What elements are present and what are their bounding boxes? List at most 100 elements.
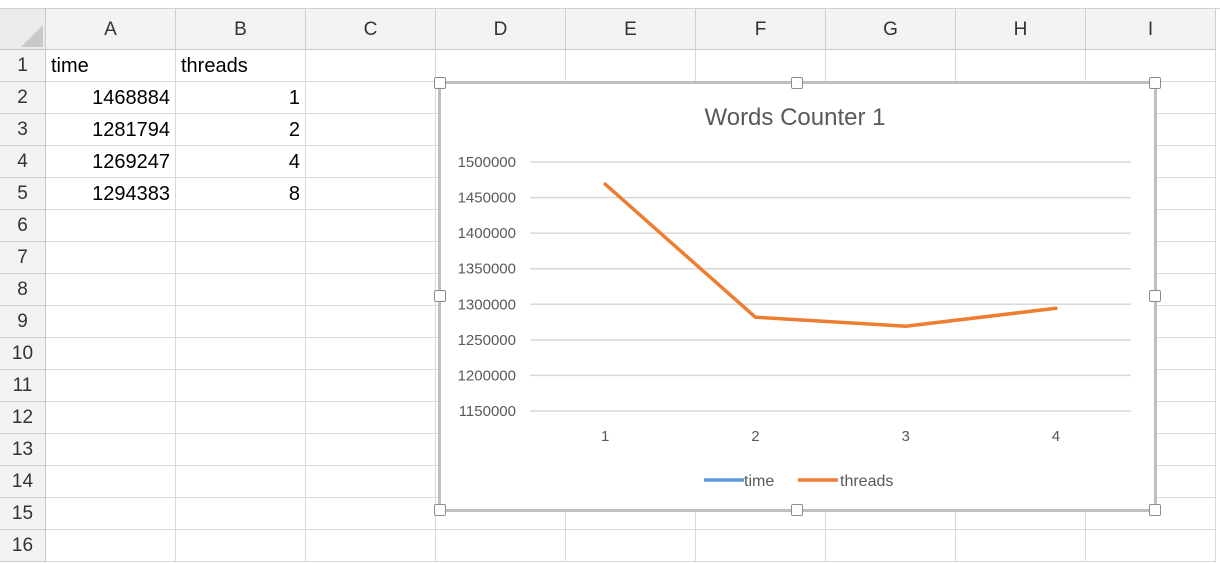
cell-h16[interactable] bbox=[956, 530, 1086, 562]
cell-f16[interactable] bbox=[696, 530, 826, 562]
cell-a8[interactable] bbox=[46, 274, 176, 306]
cell-b14[interactable] bbox=[176, 466, 306, 498]
resize-handle-se[interactable] bbox=[1149, 504, 1161, 516]
row-header-8[interactable]: 8 bbox=[0, 274, 46, 306]
x-tick-label: 2 bbox=[751, 428, 759, 445]
legend-label-time: time bbox=[744, 473, 774, 490]
resize-handle-s[interactable] bbox=[791, 504, 803, 516]
row-header-4[interactable]: 4 bbox=[0, 146, 46, 178]
cell-b2[interactable]: 1 bbox=[176, 82, 306, 114]
cell-a16[interactable] bbox=[46, 530, 176, 562]
cell-a10[interactable] bbox=[46, 338, 176, 370]
row-header-7[interactable]: 7 bbox=[0, 242, 46, 274]
row-header-3[interactable]: 3 bbox=[0, 114, 46, 146]
cell-a9[interactable] bbox=[46, 306, 176, 338]
cell-a2[interactable]: 1468884 bbox=[46, 82, 176, 114]
cell-a1[interactable]: time bbox=[46, 50, 176, 82]
row-header-14[interactable]: 14 bbox=[0, 466, 46, 498]
cell-b13[interactable] bbox=[176, 434, 306, 466]
chart-area[interactable] bbox=[438, 81, 1157, 512]
cell-c4[interactable] bbox=[306, 146, 436, 178]
column-header-e[interactable]: E bbox=[566, 9, 696, 50]
cell-c16[interactable] bbox=[306, 530, 436, 562]
cell-a14[interactable] bbox=[46, 466, 176, 498]
row-header-6[interactable]: 6 bbox=[0, 210, 46, 242]
cell-b10[interactable] bbox=[176, 338, 306, 370]
cell-c13[interactable] bbox=[306, 434, 436, 466]
cell-b16[interactable] bbox=[176, 530, 306, 562]
cell-a7[interactable] bbox=[46, 242, 176, 274]
cell-a11[interactable] bbox=[46, 370, 176, 402]
cell-e15[interactable] bbox=[566, 498, 696, 530]
cell-i16[interactable] bbox=[1086, 530, 1216, 562]
cell-b5[interactable]: 8 bbox=[176, 178, 306, 210]
cell-g16[interactable] bbox=[826, 530, 956, 562]
row-header-1[interactable]: 1 bbox=[0, 50, 46, 82]
cell-b11[interactable] bbox=[176, 370, 306, 402]
resize-handle-w[interactable] bbox=[434, 290, 446, 302]
cell-i15[interactable] bbox=[1086, 498, 1216, 530]
cell-c8[interactable] bbox=[306, 274, 436, 306]
cell-a4[interactable]: 1269247 bbox=[46, 146, 176, 178]
cell-c10[interactable] bbox=[306, 338, 436, 370]
cell-a3[interactable]: 1281794 bbox=[46, 114, 176, 146]
cell-d16[interactable] bbox=[436, 530, 566, 562]
cell-c6[interactable] bbox=[306, 210, 436, 242]
cell-b6[interactable] bbox=[176, 210, 306, 242]
cell-c7[interactable] bbox=[306, 242, 436, 274]
row-header-2[interactable]: 2 bbox=[0, 82, 46, 114]
cell-b9[interactable] bbox=[176, 306, 306, 338]
resize-handle-ne[interactable] bbox=[1149, 77, 1161, 89]
resize-handle-n[interactable] bbox=[791, 77, 803, 89]
cell-b15[interactable] bbox=[176, 498, 306, 530]
row-header-11[interactable]: 11 bbox=[0, 370, 46, 402]
row-header-12[interactable]: 12 bbox=[0, 402, 46, 434]
cell-b4[interactable]: 4 bbox=[176, 146, 306, 178]
x-tick-label: 1 bbox=[601, 428, 609, 445]
column-header-g[interactable]: G bbox=[826, 9, 956, 50]
line-chart[interactable]: Words Counter 1 1500000 1450000 1400000 1350… bbox=[434, 77, 1161, 516]
cell-a12[interactable] bbox=[46, 402, 176, 434]
row-header-16[interactable]: 16 bbox=[0, 530, 46, 562]
cell-d15[interactable] bbox=[436, 498, 566, 530]
cell-e16[interactable] bbox=[566, 530, 696, 562]
row-header-10[interactable]: 10 bbox=[0, 338, 46, 370]
cell-a6[interactable] bbox=[46, 210, 176, 242]
cell-b7[interactable] bbox=[176, 242, 306, 274]
cell-b3[interactable]: 2 bbox=[176, 114, 306, 146]
column-header-c[interactable]: C bbox=[306, 9, 436, 50]
resize-handle-sw[interactable] bbox=[434, 504, 446, 516]
cell-b8[interactable] bbox=[176, 274, 306, 306]
row-header-15[interactable]: 15 bbox=[0, 498, 46, 530]
cell-c11[interactable] bbox=[306, 370, 436, 402]
row-header-9[interactable]: 9 bbox=[0, 306, 46, 338]
row-header-13[interactable]: 13 bbox=[0, 434, 46, 466]
cell-a15[interactable] bbox=[46, 498, 176, 530]
cell-c5[interactable] bbox=[306, 178, 436, 210]
column-header-f[interactable]: F bbox=[696, 9, 826, 50]
cell-c2[interactable] bbox=[306, 82, 436, 114]
cell-a13[interactable] bbox=[46, 434, 176, 466]
cell-c9[interactable] bbox=[306, 306, 436, 338]
cell-c14[interactable] bbox=[306, 466, 436, 498]
column-header-a[interactable]: A bbox=[46, 9, 176, 50]
resize-handle-nw[interactable] bbox=[434, 77, 446, 89]
y-tick-label: 1500000 bbox=[458, 154, 516, 171]
cell-b1[interactable]: threads bbox=[176, 50, 306, 82]
column-header-b[interactable]: B bbox=[176, 9, 306, 50]
column-header-i[interactable]: I bbox=[1086, 9, 1216, 50]
resize-handle-e[interactable] bbox=[1149, 290, 1161, 302]
cell-g15[interactable] bbox=[826, 498, 956, 530]
cell-c15[interactable] bbox=[306, 498, 436, 530]
cell-c1[interactable] bbox=[306, 50, 436, 82]
column-header-d[interactable]: D bbox=[436, 9, 566, 50]
column-header-h[interactable]: H bbox=[956, 9, 1086, 50]
row-header-5[interactable]: 5 bbox=[0, 178, 46, 210]
select-all-corner[interactable] bbox=[0, 9, 46, 50]
cell-a5[interactable]: 1294383 bbox=[46, 178, 176, 210]
cell-c3[interactable] bbox=[306, 114, 436, 146]
cell-f15[interactable] bbox=[696, 498, 826, 530]
cell-h15[interactable] bbox=[956, 498, 1086, 530]
cell-c12[interactable] bbox=[306, 402, 436, 434]
cell-b12[interactable] bbox=[176, 402, 306, 434]
